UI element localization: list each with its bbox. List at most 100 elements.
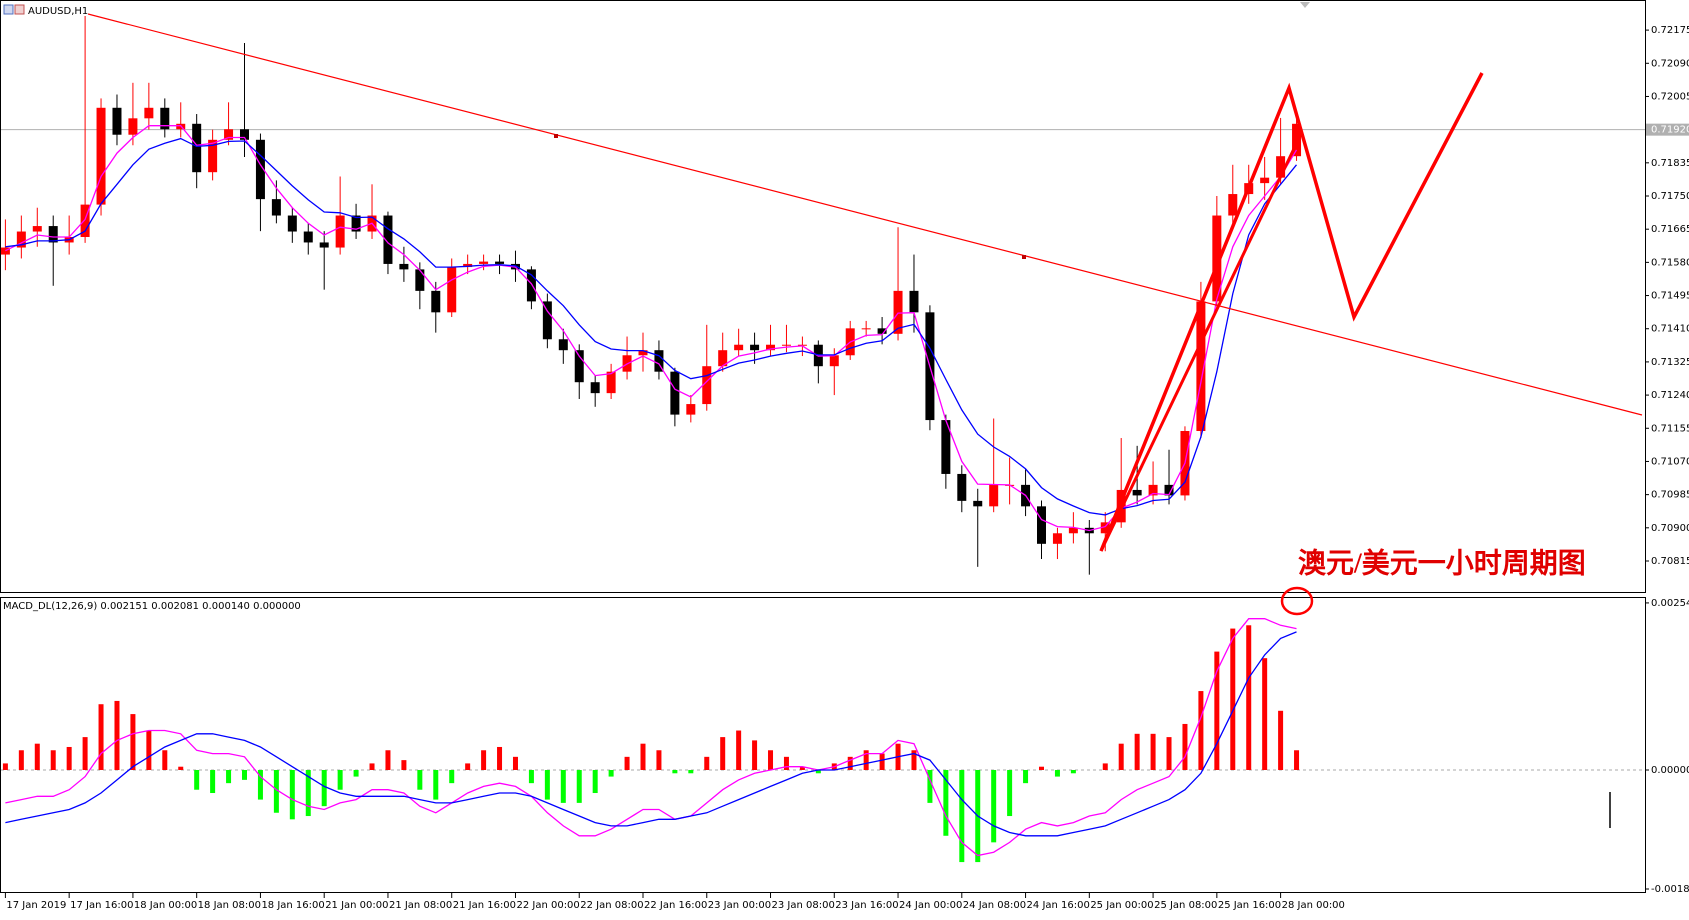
macd-panel bbox=[0, 597, 1646, 893]
histogram-bar bbox=[911, 750, 917, 770]
histogram-bar bbox=[991, 769, 997, 843]
histogram-bar bbox=[1023, 769, 1029, 784]
current-price-box bbox=[1646, 123, 1689, 136]
candle-body bbox=[1276, 156, 1286, 178]
candle-body bbox=[399, 263, 409, 270]
histogram-bar bbox=[242, 769, 247, 780]
histogram-bar bbox=[720, 737, 726, 770]
histogram-bar bbox=[18, 750, 24, 770]
symbol-title: AUDUSD,H1 bbox=[28, 6, 88, 17]
histogram-bar bbox=[1198, 691, 1204, 770]
histogram-bar bbox=[50, 750, 56, 770]
candle-body bbox=[16, 231, 26, 248]
histogram-bar bbox=[640, 743, 646, 770]
candle-body bbox=[638, 350, 648, 356]
x-tick-label: 21 Jan 16:00 bbox=[453, 900, 516, 911]
candle-body bbox=[495, 261, 505, 264]
histogram-bar bbox=[959, 769, 965, 863]
candle-body bbox=[96, 107, 106, 205]
candle-body bbox=[957, 473, 967, 501]
histogram-bar bbox=[289, 769, 295, 820]
histogram-bar bbox=[385, 750, 391, 770]
candle-body bbox=[319, 242, 329, 248]
candle-body bbox=[240, 129, 249, 140]
candle-body bbox=[224, 129, 234, 140]
histogram-bar bbox=[465, 763, 471, 770]
histogram-bar bbox=[927, 769, 933, 803]
candle-body bbox=[160, 107, 170, 130]
ma-line bbox=[5, 631, 1297, 837]
trend-anchor bbox=[1022, 255, 1026, 259]
histogram-bar bbox=[815, 769, 821, 774]
histogram-bar bbox=[1118, 743, 1124, 770]
histogram-bar bbox=[544, 769, 550, 800]
candle-body bbox=[877, 328, 887, 334]
histogram-bar bbox=[799, 766, 805, 770]
histogram-bar bbox=[1150, 733, 1156, 770]
candle-body bbox=[32, 226, 42, 232]
current-price-label: 0.71920 bbox=[1651, 125, 1689, 136]
histogram-bar bbox=[194, 769, 200, 790]
histogram-bar bbox=[146, 730, 152, 770]
candle-body bbox=[463, 263, 473, 268]
candle-body bbox=[526, 269, 536, 302]
x-tick-label: 22 Jan 08:00 bbox=[580, 900, 643, 911]
x-tick-label: 24 Jan 08:00 bbox=[963, 900, 1026, 911]
histogram-bar bbox=[783, 756, 789, 770]
histogram-bar bbox=[114, 700, 120, 770]
y-tick-label: 0.70815 bbox=[1651, 556, 1689, 567]
candle-body bbox=[1148, 484, 1158, 496]
histogram-bar bbox=[528, 769, 534, 784]
x-tick-label: 18 Jan 00:00 bbox=[134, 900, 197, 911]
histogram-bar bbox=[34, 743, 40, 770]
histogram-bar bbox=[1246, 625, 1252, 770]
candle-body bbox=[1228, 194, 1238, 216]
histogram-bar bbox=[1230, 628, 1236, 770]
histogram-bar bbox=[2, 763, 8, 770]
ma-line bbox=[5, 137, 1298, 516]
trend-anchor bbox=[554, 134, 558, 138]
y-tick-label: 0.71835 bbox=[1651, 158, 1689, 169]
candle-body bbox=[542, 301, 552, 340]
highlight-circle bbox=[1280, 586, 1314, 616]
candle-body bbox=[766, 344, 776, 351]
y-tick-label: 0.71665 bbox=[1651, 224, 1689, 235]
histogram-bar bbox=[560, 769, 566, 803]
histogram-bar bbox=[449, 769, 455, 784]
candle-body bbox=[1068, 527, 1078, 534]
x-tick-label: 23 Jan 16:00 bbox=[835, 900, 898, 911]
histogram-bar bbox=[481, 750, 487, 770]
y-tick-label: 0.71750 bbox=[1651, 191, 1689, 202]
candle-body bbox=[208, 139, 218, 173]
trend-line bbox=[87, 13, 1643, 416]
candle-body bbox=[702, 366, 712, 405]
y-tick-label: 0.72175 bbox=[1651, 25, 1689, 36]
candle-body bbox=[941, 420, 951, 474]
candle-body bbox=[590, 382, 600, 394]
candle-body bbox=[1132, 489, 1142, 496]
histogram-bar bbox=[879, 753, 885, 770]
candle-body bbox=[128, 118, 138, 135]
histogram-bar bbox=[1102, 763, 1108, 770]
histogram-bar bbox=[656, 750, 662, 770]
histogram-bar bbox=[592, 769, 598, 794]
histogram-bar bbox=[1278, 710, 1284, 770]
candle-body bbox=[861, 328, 871, 330]
macd-title: MACD_DL(12,26,9) 0.002151 0.002081 0.000… bbox=[3, 601, 301, 612]
candle-body bbox=[734, 344, 744, 351]
candle-body bbox=[686, 404, 696, 415]
overlay: AUDUSD,H1 MACD_DL(12,26,9) 0.002151 0.00… bbox=[3, 2, 1643, 828]
histogram-bar bbox=[863, 750, 869, 770]
candle-body bbox=[112, 107, 122, 135]
y-tick-label: -0.001809 bbox=[1651, 884, 1689, 895]
x-tick-label: 17 Jan 2019 bbox=[6, 900, 66, 911]
candle-body bbox=[606, 371, 616, 394]
candle-body bbox=[415, 269, 425, 291]
candle-body bbox=[80, 204, 90, 237]
candle-body bbox=[0, 247, 10, 255]
candle-body bbox=[1196, 301, 1206, 432]
histogram-bar bbox=[1166, 737, 1172, 770]
annotation: 澳元/美元一小时周期图 bbox=[1298, 547, 1586, 579]
candle-body bbox=[781, 344, 791, 346]
